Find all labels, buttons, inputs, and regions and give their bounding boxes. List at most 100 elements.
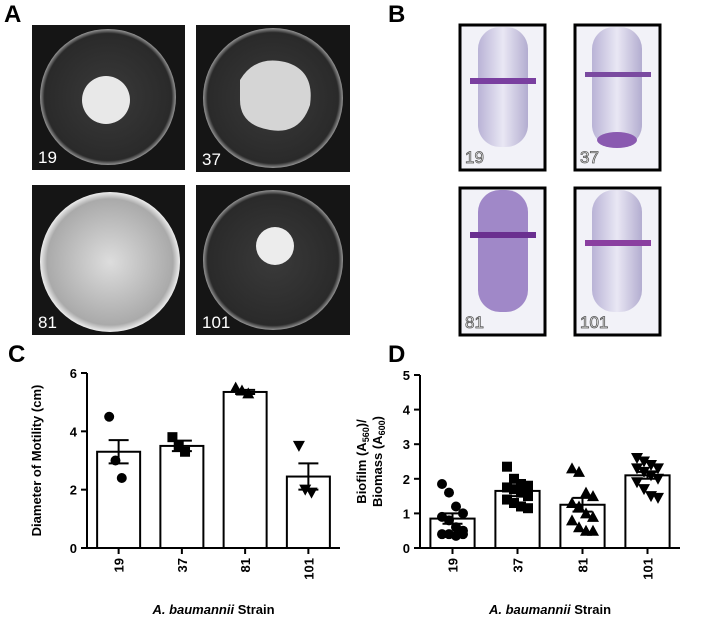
data-point xyxy=(305,487,318,499)
strain-label: 81 xyxy=(465,313,484,332)
strain-label: 101 xyxy=(202,313,230,332)
label-part: Strain xyxy=(234,602,275,617)
label-part: )/ xyxy=(354,419,369,427)
data-point xyxy=(523,503,533,514)
y-tick-label: 6 xyxy=(70,366,77,381)
data-point xyxy=(104,411,115,422)
plate-photo: 37 xyxy=(196,25,350,172)
x-tick-label: 19 xyxy=(446,558,461,572)
data-point xyxy=(509,484,519,495)
data-point xyxy=(451,501,461,512)
data-point xyxy=(631,453,643,465)
data-point xyxy=(110,455,121,466)
label-part: A. baumannii xyxy=(488,602,571,617)
y-tick-label: 2 xyxy=(70,483,77,498)
data-point xyxy=(173,440,184,451)
y-tick-label: 0 xyxy=(70,541,77,556)
data-point xyxy=(566,462,578,474)
x-tick-label: 81 xyxy=(576,558,591,572)
y-tick-label: 4 xyxy=(403,403,411,418)
data-point xyxy=(652,463,664,475)
data-point xyxy=(573,521,585,533)
label-part: Strain xyxy=(571,602,612,617)
data-point xyxy=(587,510,599,522)
plate-photo: 19 xyxy=(32,25,185,170)
data-point xyxy=(437,529,447,540)
data-point xyxy=(573,465,585,477)
data-point xyxy=(523,491,533,502)
y-tick-label: 3 xyxy=(403,437,410,452)
strain-label: 19 xyxy=(465,148,484,167)
x-axis-label: A. baumannii Strain xyxy=(488,602,611,617)
data-point xyxy=(580,486,592,498)
data-point xyxy=(242,387,255,399)
data-point xyxy=(502,461,512,472)
data-point xyxy=(638,466,650,478)
data-point xyxy=(652,492,664,504)
y-tick-label: 5 xyxy=(403,368,410,383)
x-tick-label: 81 xyxy=(238,558,253,572)
data-point xyxy=(638,456,650,468)
data-point xyxy=(509,498,519,509)
strain-label: 19 xyxy=(38,148,57,167)
data-point xyxy=(444,515,454,526)
tube-photo: 37 xyxy=(573,23,662,172)
data-point xyxy=(292,440,305,452)
plate-photo: 81 xyxy=(32,185,185,335)
data-point xyxy=(566,514,578,526)
bar xyxy=(222,390,268,550)
data-point xyxy=(587,490,599,502)
data-point xyxy=(516,478,526,489)
label-part: 600 xyxy=(377,420,387,435)
x-tick-label: 101 xyxy=(301,558,316,580)
data-point xyxy=(180,446,191,457)
y-tick-label: 0 xyxy=(403,541,410,556)
y-axis-label: Diameter of Motility (cm) xyxy=(29,385,44,537)
data-point xyxy=(638,484,650,496)
data-point xyxy=(299,484,312,496)
data-point xyxy=(631,477,643,489)
panel-label: B xyxy=(388,1,405,28)
data-point xyxy=(229,381,242,393)
strain-label: 81 xyxy=(38,313,57,332)
bar xyxy=(159,444,205,549)
strain-label: 37 xyxy=(580,148,599,167)
y-tick-label: 1 xyxy=(403,506,410,521)
x-tick-label: 37 xyxy=(175,558,190,572)
data-point xyxy=(444,487,454,498)
tube-photo: 81 xyxy=(458,186,547,337)
y-axis-label: Biofilm (A560)/ xyxy=(354,419,371,504)
data-point xyxy=(235,384,248,396)
x-tick-label: 37 xyxy=(511,558,526,572)
data-point xyxy=(116,473,127,483)
panel-label: D xyxy=(388,341,405,368)
x-tick-label: 101 xyxy=(641,558,656,580)
plate-photo: 101 xyxy=(196,185,350,335)
label-part: Diameter of Motility (cm) xyxy=(29,385,44,537)
y-axis-label: Biomass (A600) xyxy=(370,416,387,507)
panel-label: C xyxy=(8,341,25,368)
data-point xyxy=(631,463,643,475)
strain-label: 37 xyxy=(202,150,221,169)
x-tick-label: 19 xyxy=(112,558,127,572)
data-point xyxy=(566,497,578,509)
bar xyxy=(96,450,142,549)
data-point xyxy=(509,473,519,484)
tube-photo: 19 xyxy=(458,23,547,172)
data-point xyxy=(167,432,178,443)
y-tick-label: 2 xyxy=(403,472,410,487)
data-point xyxy=(502,494,512,505)
data-point xyxy=(516,487,526,498)
data-point xyxy=(516,501,526,512)
label-part: Biomass (A xyxy=(370,435,385,507)
panel-label: A xyxy=(4,1,21,28)
tube-photo: 101 xyxy=(573,186,662,337)
label-part: Biofilm (A xyxy=(354,442,369,504)
data-point xyxy=(652,473,664,485)
label-part: A. baumannii xyxy=(151,602,234,617)
data-point xyxy=(645,459,657,471)
label-part: ) xyxy=(370,416,385,420)
data-point xyxy=(458,529,468,540)
data-point xyxy=(523,480,533,491)
